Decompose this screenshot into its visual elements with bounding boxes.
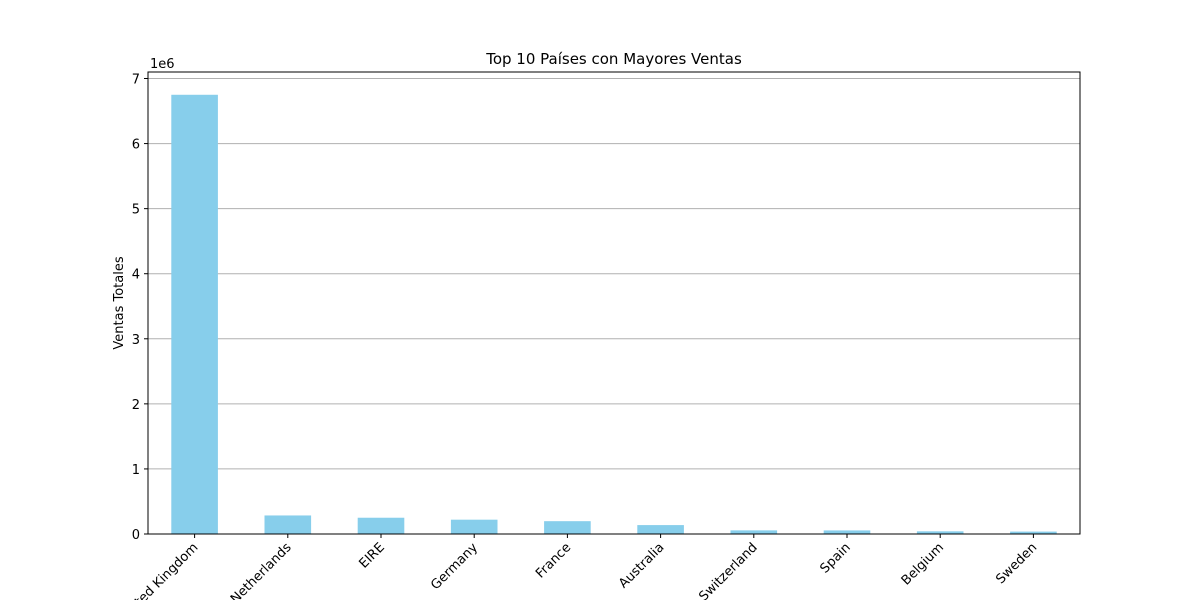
x-tick-label: Switzerland [696,540,760,600]
y-tick-label: 1 [132,463,140,478]
y-axis-scale-label: 1e6 [150,57,175,72]
plot-frame [147,71,1081,535]
y-tick-label: 7 [132,73,140,88]
bar [1010,531,1057,534]
bar [171,94,218,534]
x-tick-label: Spain [818,540,854,576]
y-tick-label: 6 [132,138,140,153]
bar [450,519,498,534]
bar [544,521,591,534]
x-axis-ticks: United Kingdom Netherlands EIRE Germany Fran… [117,534,1040,604]
chart-title: Top 10 Países con Mayores Ventas [485,50,742,68]
x-tick-label: United Kingdom [117,540,201,600]
y-tick-label: 4 [132,268,140,283]
bar [823,530,871,534]
x-tick-label: France [533,540,574,581]
y-tick-label: 2 [132,398,140,413]
y-axis-label: Ventas Totales [112,256,127,349]
bar [637,525,684,534]
x-tick-label: Sweden [993,540,1040,587]
bar [730,530,778,534]
y-tick-label: 3 [132,333,140,348]
gridlines [148,78,1080,470]
x-tick-label: EIRE [357,540,388,571]
x-tick-label: Netherlands [228,540,295,600]
y-tick-label: 5 [132,203,140,218]
x-tick-label: Germany [428,540,481,593]
y-tick-label: 0 [132,528,140,543]
bar [264,515,312,534]
bar [357,517,405,534]
x-tick-label: Belgium [899,540,947,588]
bars [171,94,1057,534]
bar [916,531,964,534]
y-axis-ticks: 0 1 2 3 4 5 6 7 [132,73,148,543]
x-tick-label: Australia [616,540,667,591]
